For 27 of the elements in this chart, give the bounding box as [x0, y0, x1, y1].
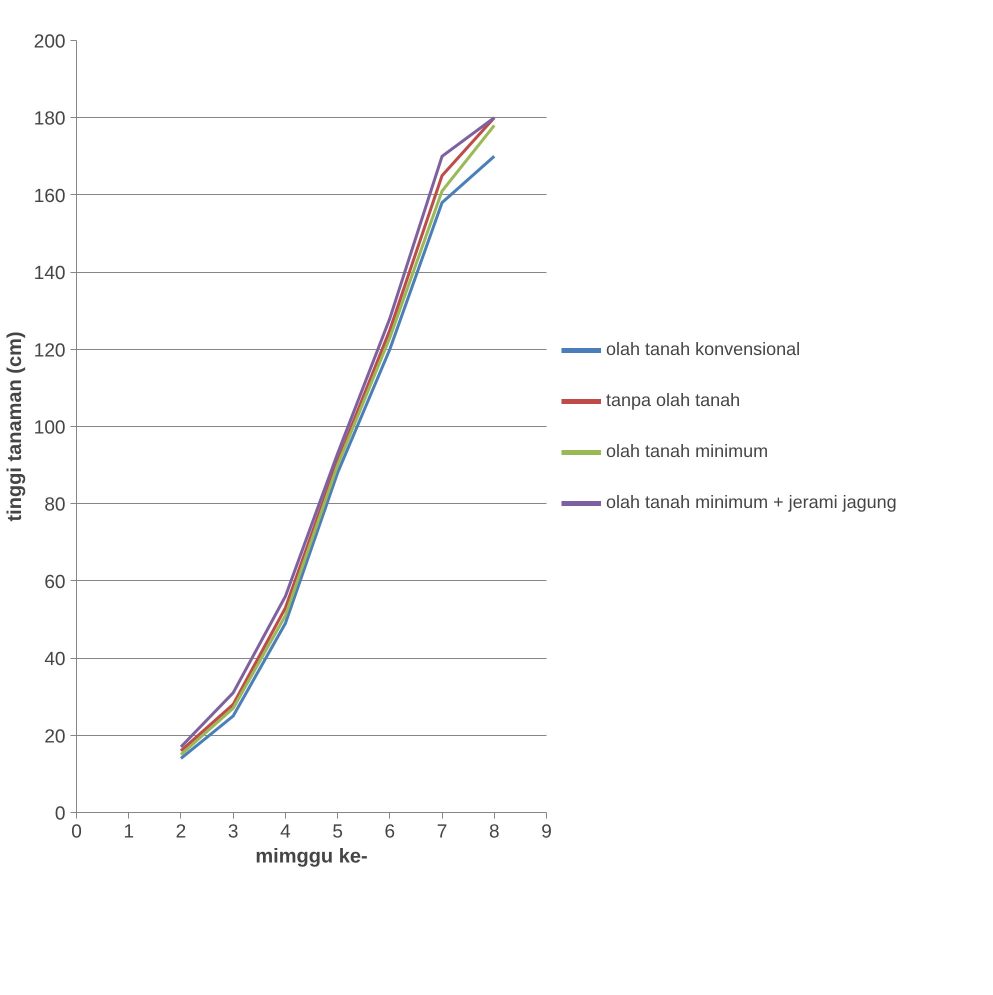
x-tick-label: 4 — [280, 822, 292, 842]
x-tick-label: 7 — [436, 822, 448, 842]
x-tick-label: 6 — [384, 822, 396, 842]
legend-label: olah tanah minimum — [606, 441, 768, 462]
x-tick-label: 3 — [228, 822, 238, 842]
x-tick-label: 8 — [488, 822, 500, 842]
x-tick-label: 0 — [71, 822, 82, 842]
x-tick-label: 5 — [332, 822, 343, 842]
y-tick-label: 200 — [34, 32, 66, 52]
legend-label: olah tanah konvensional — [606, 339, 800, 360]
legend-label: tanpa olah tanah — [606, 390, 740, 411]
x-tick-label: 1 — [123, 822, 134, 842]
y-tick-label: 180 — [34, 108, 66, 130]
y-tick-label: 160 — [34, 186, 66, 207]
y-tick-label: 60 — [44, 572, 66, 593]
y-tick-label: 120 — [34, 340, 66, 362]
y-tick-label: 100 — [34, 418, 66, 438]
y-tick-label: 80 — [44, 494, 66, 516]
x-tick-label: 2 — [176, 822, 186, 842]
x-tick-label: 9 — [541, 822, 552, 842]
y-tick-label: 0 — [54, 804, 66, 824]
x-axis-title: mimggu ke- — [255, 846, 368, 868]
y-tick-label: 20 — [44, 726, 66, 748]
y-tick-label: 40 — [44, 649, 66, 670]
y-tick-label: 140 — [34, 263, 66, 284]
legend-label: olah tanah minimum + jerami jagung — [606, 492, 897, 513]
y-axis-title: tinggi tanaman (cm) — [4, 331, 26, 522]
